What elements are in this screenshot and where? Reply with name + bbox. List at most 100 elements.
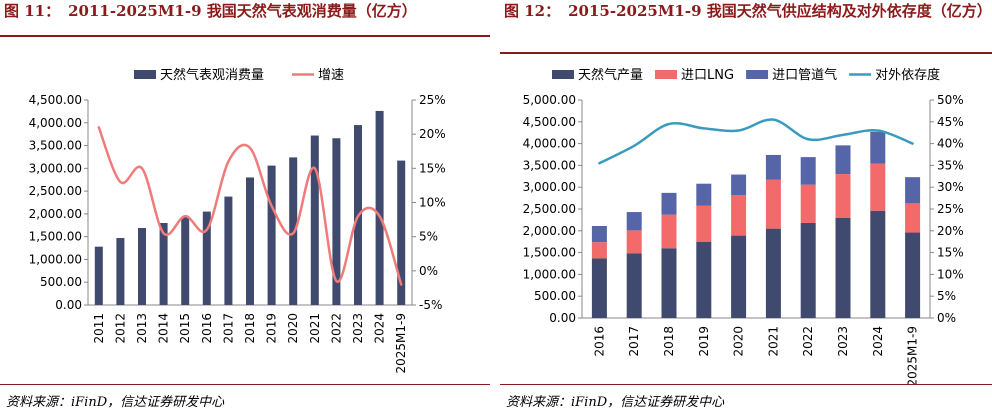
left-source-rule bbox=[0, 384, 490, 385]
left-bar-1 bbox=[159, 223, 168, 305]
right-y-right-tick-label: 0% bbox=[937, 311, 956, 325]
left-y-left-tick-label: 3,500.00 bbox=[29, 139, 82, 153]
left-x-tick-label: 2017 bbox=[221, 313, 235, 344]
left-x-tick-label: 2014 bbox=[157, 313, 171, 344]
left-x-tick-label: 2011 bbox=[92, 313, 106, 344]
right-bar-2 bbox=[661, 214, 677, 249]
left-x-tick-label: 2024 bbox=[373, 313, 387, 344]
right-x-tick-label: 2025M1-9 bbox=[906, 326, 920, 384]
left-y-right-tick-label: 15% bbox=[419, 161, 446, 175]
left-chart-title: 图 11： 2011-2025M1-9 我国天然气表观消费量（亿方） bbox=[0, 0, 490, 52]
right-bar-1 bbox=[731, 235, 747, 318]
right-y-right-tick-label: 5% bbox=[937, 289, 956, 303]
left-bar-1 bbox=[116, 238, 125, 305]
left-title-text: 2011-2025M1-9 我国天然气表观消费量（亿方） bbox=[68, 2, 417, 20]
right-y-left-tick-label: 1,500.00 bbox=[523, 246, 576, 260]
left-y-right-tick-label: 0% bbox=[419, 264, 438, 278]
left-line-series bbox=[97, 126, 403, 286]
left-x-tick-label: 2023 bbox=[351, 313, 365, 344]
left-x-tick-label: 2012 bbox=[113, 313, 127, 344]
right-bar-3 bbox=[731, 174, 747, 196]
right-y-right-tick-label: 25% bbox=[937, 202, 964, 216]
right-bar-2 bbox=[835, 174, 851, 218]
right-y-left-tick-label: 3,500.00 bbox=[523, 158, 576, 172]
right-x-tick-label: 2022 bbox=[801, 326, 815, 357]
left-bar-1 bbox=[267, 165, 276, 305]
left-y-right-tick-label: 25% bbox=[419, 93, 446, 107]
right-chart-svg: 0.00 500.00 1,000.00 1,500.00 2,000.00 2,500.… bbox=[523, 67, 964, 384]
left-x-tick-label: 2025M1-9 bbox=[394, 313, 408, 374]
right-y-left-tick-label: 0.00 bbox=[549, 311, 576, 325]
left-legend-swatch bbox=[134, 70, 156, 79]
right-y-left-tick-label: 1,000.00 bbox=[523, 267, 576, 281]
right-y-right-tick-label: 20% bbox=[937, 224, 964, 238]
right-source-rule bbox=[500, 384, 992, 385]
right-chart-panel: 图 12： 2015-2025M1-9 我国天然气供应结构及对外依存度（亿方） 0… bbox=[500, 0, 992, 415]
left-legend-label: 增速 bbox=[318, 68, 344, 83]
right-legend-label: 对外依存度 bbox=[875, 67, 940, 83]
right-bar-3 bbox=[661, 192, 677, 215]
left-source-note: 资料来源：iFinD，信达证券研发中心 bbox=[6, 395, 225, 410]
left-y-right-tick-label: 5% bbox=[419, 230, 438, 244]
right-bar-1 bbox=[661, 248, 677, 318]
right-y-right-tick-label: 35% bbox=[937, 158, 964, 172]
right-x-tick-label: 2019 bbox=[697, 326, 711, 357]
right-bar-3 bbox=[835, 145, 851, 175]
right-bar-3 bbox=[905, 177, 921, 204]
left-bar-1 bbox=[246, 177, 254, 305]
right-source-note: 资料来源：iFinD，信达证券研发中心 bbox=[506, 395, 725, 410]
right-y-right-tick-label: 15% bbox=[937, 246, 964, 260]
right-x-tick-label: 2024 bbox=[871, 326, 885, 357]
right-legend-swatch bbox=[746, 70, 769, 79]
left-chart-svg: 0.00 500.00 1,000.00 1,500.00 2,000.00 2,500.… bbox=[29, 67, 446, 374]
left-x-tick-label: 2022 bbox=[329, 313, 343, 344]
left-y-left-tick-label: 500.00 bbox=[40, 275, 82, 289]
right-legend-swatch bbox=[552, 70, 574, 79]
right-bar-3 bbox=[591, 226, 607, 243]
right-bar-1 bbox=[696, 241, 712, 318]
left-y-left-tick-label: 1,500.00 bbox=[29, 230, 82, 244]
left-x-tick-label: 2016 bbox=[200, 313, 214, 344]
right-bar-1 bbox=[905, 232, 921, 318]
left-bar-1 bbox=[397, 160, 406, 305]
right-bar-1 bbox=[800, 222, 816, 318]
left-chart-panel: 图 11： 2011-2025M1-9 我国天然气表观消费量（亿方） 0.00 50… bbox=[0, 0, 490, 415]
left-bar-1 bbox=[94, 246, 103, 305]
right-y-right-tick-label: 40% bbox=[937, 137, 964, 151]
left-bar-1 bbox=[310, 135, 319, 305]
left-bar-1 bbox=[224, 196, 233, 305]
right-title-rule bbox=[500, 52, 992, 54]
left-bar-1 bbox=[375, 110, 384, 305]
right-legend-swatch bbox=[655, 70, 678, 79]
right-line-series bbox=[598, 118, 914, 165]
right-bar-2 bbox=[696, 205, 712, 242]
left-bar-1 bbox=[138, 228, 146, 305]
right-bar-2 bbox=[731, 195, 747, 236]
right-x-tick-label: 2021 bbox=[766, 326, 780, 357]
right-bar-2 bbox=[591, 242, 607, 259]
right-x-tick-label: 2016 bbox=[592, 326, 606, 357]
right-bar-1 bbox=[870, 210, 886, 318]
right-y-right-tick-label: 50% bbox=[937, 93, 964, 107]
right-y-right-tick-label: 45% bbox=[937, 115, 964, 129]
left-y-left-tick-label: 2,500.00 bbox=[29, 184, 82, 198]
right-legend-label: 进口LNG bbox=[681, 68, 734, 83]
right-bar-2 bbox=[800, 184, 816, 223]
left-x-tick-label: 2018 bbox=[243, 313, 257, 344]
right-bar-3 bbox=[696, 183, 712, 206]
right-y-left-tick-label: 2,000.00 bbox=[523, 224, 576, 238]
right-x-tick-label: 2020 bbox=[732, 326, 746, 357]
left-legend-label: 天然气表观消费量 bbox=[160, 67, 264, 83]
right-y-left-tick-label: 5,000.00 bbox=[523, 93, 576, 107]
left-y-left-tick-label: 1,000.00 bbox=[29, 252, 82, 266]
right-x-tick-label: 2023 bbox=[836, 326, 850, 357]
right-y-left-tick-label: 2,500.00 bbox=[523, 202, 576, 216]
right-bar-3 bbox=[800, 157, 816, 185]
left-y-left-tick-label: 3,000.00 bbox=[29, 161, 82, 175]
left-bar-1 bbox=[181, 217, 190, 305]
right-bar-1 bbox=[626, 253, 642, 318]
left-x-tick-label: 2021 bbox=[308, 313, 322, 344]
left-title-rule bbox=[0, 35, 490, 37]
right-legend-label: 进口管道气 bbox=[772, 67, 837, 83]
left-y-left-tick-label: 4,000.00 bbox=[29, 116, 82, 130]
